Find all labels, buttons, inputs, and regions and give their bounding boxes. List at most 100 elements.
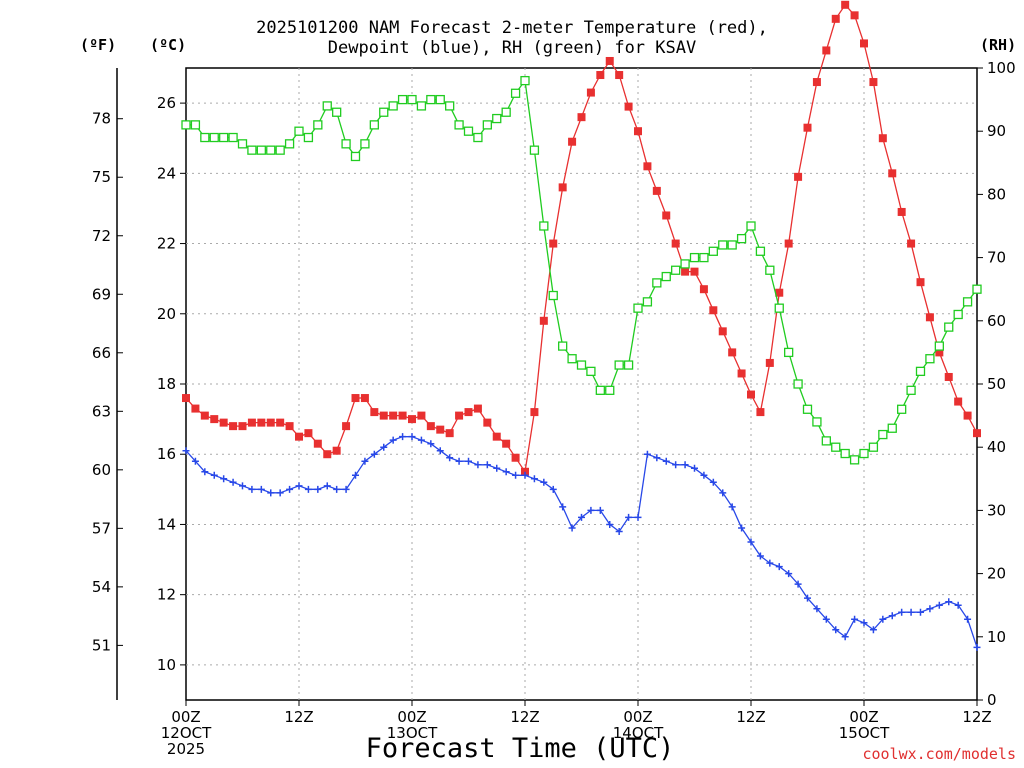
- dewpoint-point: [672, 461, 680, 469]
- rh-point: [849, 455, 860, 465]
- rh-point: [671, 265, 681, 275]
- dewpoint-point: [455, 457, 463, 465]
- fahrenheit-tick-label: 57: [92, 519, 111, 537]
- rh-point: [247, 145, 257, 155]
- dewpoint-point: [323, 482, 331, 490]
- rh-point: [595, 385, 605, 395]
- temperature-point: [558, 183, 567, 192]
- dewpoint-point: [898, 608, 906, 616]
- dewpoint-point: [860, 619, 868, 627]
- x-tick-label: 00Z: [623, 708, 652, 726]
- fahrenheit-tick-label: 60: [92, 461, 111, 479]
- x-tick-label: 12Z: [510, 708, 539, 726]
- rh-point: [614, 360, 624, 370]
- rh-point: [322, 101, 332, 111]
- rh-point: [501, 107, 511, 117]
- temperature-point: [718, 327, 727, 336]
- dewpoint-point: [813, 605, 821, 613]
- rh-point: [228, 132, 238, 143]
- fahrenheit-tick-label: 54: [92, 578, 111, 596]
- rh-point: [680, 259, 690, 269]
- fahrenheit-tick-label: 66: [92, 344, 111, 362]
- rh-point: [689, 252, 700, 263]
- rh-point: [426, 94, 436, 105]
- rh-point: [284, 139, 295, 149]
- dewpoint-point: [210, 471, 218, 479]
- rh-point: [633, 303, 643, 313]
- temperature-point: [784, 239, 793, 248]
- dewpoint-point: [625, 513, 633, 521]
- rh-tick-label: 70: [987, 249, 1006, 267]
- x-tick-label: 12Z: [736, 708, 765, 726]
- temperature-point: [191, 404, 200, 413]
- dewpoint-point: [267, 489, 275, 497]
- dewpoint-point: [257, 485, 265, 493]
- temperature-point: [775, 288, 784, 297]
- dewpoint-point: [954, 601, 962, 609]
- rh-point: [548, 290, 558, 301]
- dewpoint-point: [662, 457, 670, 465]
- rh-point: [718, 240, 728, 250]
- temperature-point: [332, 446, 341, 455]
- temperature-point: [351, 394, 360, 403]
- rh-point: [237, 139, 248, 149]
- dewpoint-point: [832, 626, 840, 634]
- rh-point: [313, 120, 323, 130]
- dewpoint-point: [775, 563, 783, 571]
- rh-tick-label: 10: [987, 628, 1006, 646]
- dewpoint-point: [738, 524, 746, 532]
- dewpoint-point: [549, 485, 557, 493]
- x-tick-label: 12Z: [962, 708, 991, 726]
- rh-point: [482, 120, 492, 130]
- temperature-point: [511, 453, 520, 462]
- dewpoint-point: [229, 478, 237, 486]
- dewpoint-point: [756, 552, 764, 560]
- credit-link[interactable]: coolwx.com/models: [862, 745, 1016, 763]
- temperature-point: [944, 372, 953, 381]
- temperature-point: [530, 408, 539, 417]
- celsius-tick-label: 12: [157, 586, 176, 604]
- fahrenheit-tick-label: 75: [92, 168, 111, 186]
- temperature-point: [747, 390, 755, 399]
- unit-label-celsius: (ºC): [150, 36, 187, 54]
- rh-point: [868, 442, 879, 452]
- temperature-point: [963, 411, 972, 420]
- dewpoint-point: [380, 443, 388, 451]
- celsius-tick-label: 20: [157, 305, 176, 323]
- temperature-point: [878, 134, 887, 143]
- dewpoint-point: [596, 506, 604, 514]
- dewpoint-point: [709, 478, 717, 486]
- dewpoint-point: [389, 436, 397, 444]
- rh-point: [520, 75, 530, 86]
- celsius-tick-label: 16: [157, 445, 176, 463]
- rh-point: [586, 366, 596, 377]
- temperature-point: [379, 411, 388, 420]
- dewpoint-point: [691, 464, 698, 472]
- dewpoint-point: [851, 615, 859, 623]
- rh-point: [454, 120, 464, 130]
- rh-point: [802, 404, 813, 414]
- temperature-point: [229, 422, 238, 431]
- x-tick-label: 12Z: [284, 708, 313, 726]
- temperature-point: [313, 439, 322, 448]
- dewpoint-point: [530, 475, 538, 483]
- rh-point: [661, 271, 671, 282]
- rh-tick-label: 80: [987, 185, 1006, 203]
- dewpoint-point: [917, 608, 924, 616]
- rh-point: [379, 107, 389, 117]
- rh-point: [906, 385, 916, 395]
- dewpoint-point: [314, 485, 322, 493]
- rh-point: [435, 94, 445, 105]
- rh-point: [388, 101, 398, 111]
- dewpoint-point: [907, 608, 915, 616]
- dewpoint-point: [700, 471, 708, 479]
- temperature-point: [219, 418, 228, 427]
- rh-point: [915, 366, 926, 377]
- x-tick-label: 00Z: [171, 708, 200, 726]
- dewpoint-point: [493, 464, 501, 472]
- rh-point: [275, 145, 285, 155]
- rh-point: [529, 145, 540, 155]
- temperature-point: [568, 137, 577, 146]
- rh-tick-label: 90: [987, 122, 1006, 140]
- temperature-point: [605, 56, 614, 65]
